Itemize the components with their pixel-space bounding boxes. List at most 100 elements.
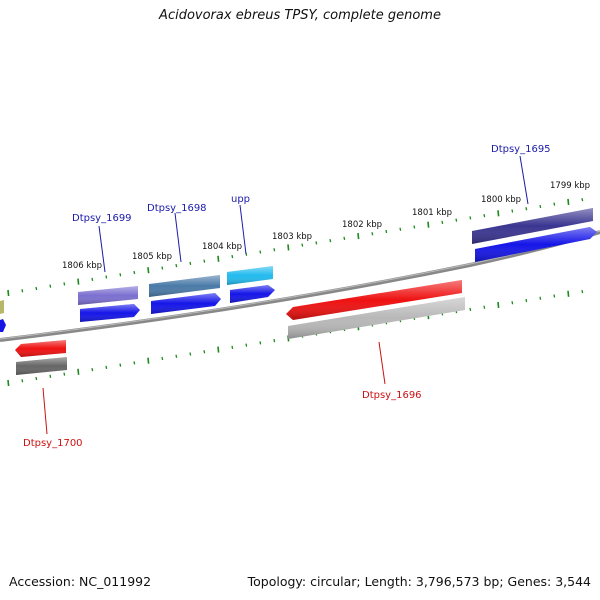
- lower-ring-minor-tick: [49, 374, 52, 378]
- upper-ring-major-tick: [287, 244, 290, 251]
- partial-feature-left: [0, 300, 4, 314]
- lower-ring-minor-tick: [91, 367, 94, 372]
- lower-ring-major-tick: [497, 301, 500, 309]
- upper-ring-major-tick: [7, 289, 10, 297]
- upper-ring-minor-tick: [133, 270, 136, 275]
- upper-ring-minor-tick: [259, 250, 262, 254]
- upper-ring-minor-tick: [385, 229, 388, 234]
- gene-dtpsy-1699[interactable]: Dtpsy_1699: [72, 213, 140, 322]
- upper-ring-minor-tick: [203, 259, 206, 263]
- upper-ring-minor-tick: [399, 227, 402, 231]
- upper-ring-minor-tick: [231, 254, 234, 259]
- lower-ring-major-tick: [7, 379, 10, 387]
- gene-label-leader: [239, 204, 247, 255]
- tick-label-1806: 1806 kbp: [62, 261, 102, 271]
- lower-ring-minor-tick: [259, 341, 262, 345]
- gene-label: Dtpsy_1698: [147, 203, 207, 214]
- upper-ring-minor-tick: [413, 225, 416, 229]
- gene-label: upp: [231, 194, 250, 205]
- upper-ring-minor-tick: [63, 282, 66, 286]
- tick-label-1801: 1801 kbp: [412, 208, 452, 218]
- lower-ring-minor-tick: [133, 361, 136, 365]
- map-title: Acidovorax ebreus TPSY, complete genome: [159, 8, 441, 23]
- lower-ring-minor-tick: [21, 379, 24, 383]
- lower-ring-minor-tick: [469, 307, 472, 312]
- cds-arrow-shine: [80, 304, 140, 322]
- gene-dtpsy-1700[interactable]: Dtpsy_1700: [15, 340, 83, 449]
- tick-label-1802: 1802 kbp: [342, 220, 382, 230]
- lower-ring-major-tick: [217, 346, 220, 353]
- upper-ring-minor-tick: [175, 264, 178, 268]
- upper-ring-minor-tick: [35, 286, 38, 291]
- upper-ring-minor-tick: [105, 275, 108, 279]
- cds-arrow-shine: [151, 293, 221, 314]
- upper-ring-minor-tick: [315, 241, 318, 245]
- partial-cds-left: [0, 319, 6, 332]
- lower-ring-minor-tick: [189, 352, 192, 356]
- upper-ring-major-tick: [357, 232, 360, 240]
- lower-ring-minor-tick: [245, 343, 248, 347]
- upper-ring-minor-tick: [49, 284, 52, 288]
- upper-ring-major-tick: [77, 278, 80, 285]
- lower-ring-major-tick: [147, 357, 150, 364]
- gene-dtpsy-1698[interactable]: Dtpsy_1698: [147, 203, 221, 314]
- lower-ring-minor-tick: [119, 363, 122, 367]
- lower-ring-minor-tick: [581, 289, 584, 294]
- cds-arrow-shine: [286, 280, 462, 320]
- upper-ring-minor-tick: [161, 266, 164, 270]
- lower-ring-minor-tick: [511, 301, 514, 305]
- gene-label-leader: [378, 341, 386, 385]
- gene-label: Dtpsy_1699: [72, 213, 132, 224]
- upper-ring-minor-tick: [483, 213, 486, 218]
- lower-ring-minor-tick: [525, 298, 528, 303]
- tick-label-1803: 1803 kbp: [272, 232, 312, 242]
- cds-arrow-shine: [475, 227, 597, 262]
- upper-ring-minor-tick: [343, 236, 346, 240]
- upper-ring-major-tick: [217, 255, 220, 262]
- gene-upp[interactable]: upp: [227, 194, 275, 303]
- lower-ring-major-tick: [77, 368, 80, 375]
- lower-ring-minor-tick: [35, 376, 38, 381]
- upper-ring-minor-tick: [119, 273, 122, 277]
- upper-tick-ring: [7, 197, 584, 297]
- tick-label-1805: 1805 kbp: [132, 252, 172, 262]
- gene-label-leader: [98, 225, 106, 273]
- gene-label-leader: [174, 212, 182, 263]
- upper-ring-minor-tick: [553, 202, 556, 206]
- gene-label-leader: [42, 387, 48, 435]
- lower-ring-minor-tick: [175, 354, 178, 358]
- upper-ring-major-tick: [567, 198, 570, 205]
- gene-dtpsy-1695[interactable]: Dtpsy_1695: [472, 144, 597, 262]
- lower-ring-minor-tick: [483, 305, 486, 309]
- upper-ring-major-tick: [147, 267, 150, 274]
- upper-ring-minor-tick: [371, 232, 374, 236]
- upper-ring-major-tick: [427, 221, 430, 228]
- feature-bar-shine: [16, 357, 67, 375]
- upper-ring-minor-tick: [455, 218, 458, 222]
- upper-ring-minor-tick: [539, 204, 542, 209]
- gene-label-leader: [519, 155, 529, 205]
- upper-ring-minor-tick: [21, 289, 24, 293]
- gene-label: Dtpsy_1696: [362, 390, 422, 401]
- upper-ring-minor-tick: [511, 209, 514, 213]
- gene-label: Dtpsy_1700: [23, 438, 83, 449]
- lower-ring-major-tick: [567, 290, 570, 297]
- gene-dtpsy-1696[interactable]: Dtpsy_1696: [286, 280, 465, 401]
- tick-label-1799: 1799 kbp: [550, 181, 590, 191]
- upper-ring-minor-tick: [329, 238, 332, 243]
- accession-label: Accession: NC_011992: [9, 574, 152, 589]
- lower-ring-minor-tick: [105, 365, 108, 370]
- lower-ring-minor-tick: [539, 296, 542, 300]
- upper-ring-minor-tick: [581, 197, 584, 202]
- feature-bar-shine: [472, 208, 593, 244]
- upper-ring-minor-tick: [469, 216, 472, 220]
- feature-bar-shine: [288, 297, 465, 339]
- lower-ring-minor-tick: [553, 294, 556, 298]
- upper-ring-minor-tick: [189, 261, 192, 266]
- upper-ring-minor-tick: [441, 220, 444, 225]
- lower-tick-ring: [7, 289, 584, 387]
- lower-ring-minor-tick: [231, 345, 234, 349]
- lower-ring-minor-tick: [203, 350, 206, 354]
